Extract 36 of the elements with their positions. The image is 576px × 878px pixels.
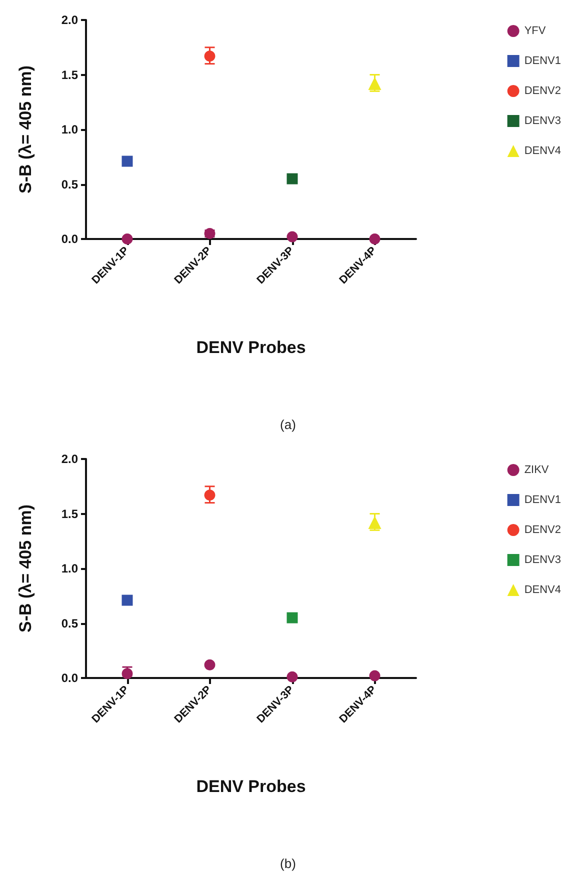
legend-label: DENV3 bbox=[524, 115, 562, 127]
point bbox=[122, 594, 133, 606]
text: (a) bbox=[280, 417, 296, 432]
x-axis-title: DENV Probes bbox=[196, 777, 306, 796]
y-tick-label: 2.0 bbox=[61, 13, 78, 27]
y-tick-label: 0.5 bbox=[61, 177, 78, 192]
y-tick-label: 1.0 bbox=[61, 122, 78, 136]
legend-label: DENV2 bbox=[524, 85, 562, 97]
y-tick-label: 0.5 bbox=[61, 616, 78, 630]
legend-label: DENV4 bbox=[524, 584, 562, 596]
point bbox=[286, 612, 298, 624]
legend-label: DENV4 bbox=[524, 145, 562, 157]
point bbox=[122, 234, 133, 244]
legend-label: ZIKV bbox=[524, 464, 550, 476]
legend-label: YFV bbox=[524, 25, 546, 37]
point bbox=[369, 234, 380, 244]
legend-label: DENV1 bbox=[524, 494, 562, 506]
y-axis-title: S-B (λ= 405 nm) bbox=[16, 504, 35, 633]
legend-label: DENV1 bbox=[524, 55, 562, 67]
y-tick-label: 1.0 bbox=[61, 562, 78, 576]
point bbox=[204, 659, 216, 670]
y-tick-label: 0.0 bbox=[61, 232, 78, 246]
legend-label: DENV3 bbox=[524, 554, 562, 566]
x-axis-title: DENV Probes bbox=[196, 338, 306, 357]
y-tick-label: 1.5 bbox=[61, 506, 78, 521]
point bbox=[286, 231, 298, 242]
point bbox=[369, 670, 380, 682]
y-tick-label: 2.0 bbox=[61, 452, 78, 466]
legend-label: DENV2 bbox=[524, 524, 562, 536]
y-axis-title: S-B (λ= 405 nm) bbox=[16, 65, 35, 194]
point bbox=[286, 173, 298, 184]
text: (b) bbox=[280, 856, 296, 871]
y-tick-label: 1.5 bbox=[61, 68, 78, 82]
y-tick-label: 0.0 bbox=[61, 671, 78, 685]
point bbox=[286, 671, 298, 682]
point bbox=[122, 156, 133, 167]
